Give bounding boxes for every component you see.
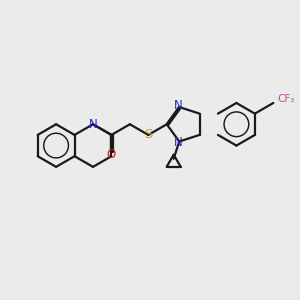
Text: N: N [173, 136, 182, 149]
Text: N: N [88, 118, 98, 131]
Text: O: O [107, 148, 116, 161]
Text: N: N [173, 99, 182, 112]
Text: CF₃: CF₃ [278, 94, 295, 104]
Text: S: S [144, 128, 152, 141]
